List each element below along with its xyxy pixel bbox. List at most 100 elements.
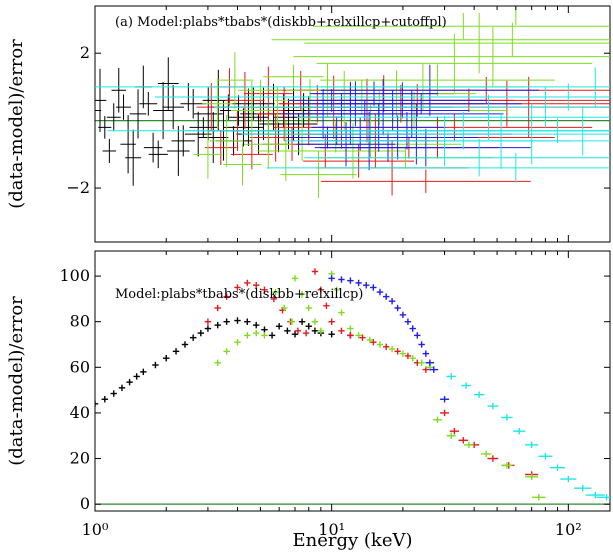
data-point (440, 396, 450, 403)
data-point (244, 332, 251, 339)
data-point (193, 129, 223, 179)
data-point (394, 304, 401, 312)
data-point (101, 396, 108, 403)
data-point (338, 276, 345, 283)
data-point (311, 268, 319, 275)
y-tick-label: 2 (80, 43, 90, 62)
y-axis-label: (data-model)/error (6, 39, 27, 209)
data-point (167, 126, 190, 176)
data-point (180, 89, 206, 119)
x-tick-label: 10¹ (318, 520, 345, 539)
data-point (102, 138, 117, 163)
data-point (316, 33, 593, 93)
data-point (422, 350, 430, 357)
data-point (95, 400, 99, 408)
data-point (317, 327, 325, 335)
data-point (98, 116, 112, 139)
data-point (418, 341, 425, 348)
data-point (107, 106, 610, 156)
data-point (487, 402, 499, 410)
data-point (409, 354, 416, 362)
data-point (474, 391, 485, 398)
series-3 (328, 275, 450, 403)
y-tick-label: 20 (70, 449, 90, 468)
series-4 (446, 373, 610, 501)
data-point (338, 309, 345, 316)
data-point (366, 336, 374, 344)
top-panel: −2 2 (data-model)/error (a) Model:plabs*tba… (6, 5, 611, 243)
data-point (162, 85, 185, 130)
data-point (223, 348, 230, 355)
plot-frame (94, 250, 611, 512)
x-tick-label: 10⁰ (82, 520, 109, 539)
data-point (355, 332, 362, 339)
data-point (317, 286, 325, 293)
data-point (95, 68, 107, 132)
data-point (347, 332, 354, 339)
data-point (291, 331, 299, 338)
data-point (261, 326, 268, 333)
data-point (347, 325, 354, 332)
data-point (394, 348, 401, 355)
data-point (110, 390, 117, 397)
data-point (232, 87, 275, 120)
data-point (95, 86, 102, 135)
data-point (280, 151, 357, 198)
data-point (298, 291, 306, 298)
data-point (268, 332, 276, 339)
x-axis-label: Energy (keV) (292, 530, 412, 551)
data-point (370, 339, 377, 346)
bottom-panel: 0 20 40 60 80 100 10⁰ 10¹ 10² Energy (keV) (data-m… (6, 250, 611, 551)
data-point (204, 130, 237, 165)
data-point (275, 323, 283, 330)
data-point (560, 475, 577, 483)
series-2 (214, 270, 546, 501)
data-point (458, 437, 469, 444)
data-point (294, 327, 302, 335)
data-point (549, 464, 565, 471)
data-point (126, 378, 133, 386)
data-point (596, 494, 610, 501)
data-point (311, 318, 319, 325)
data-point (515, 6, 517, 26)
data-point (253, 282, 260, 289)
data-point (304, 138, 610, 177)
data-point (320, 90, 504, 138)
data-point (190, 334, 197, 341)
data-point (297, 94, 610, 140)
data-point (383, 343, 390, 350)
data-point (224, 108, 263, 147)
data-point (261, 332, 268, 339)
data-point (409, 325, 416, 332)
data-point (225, 71, 265, 129)
data-point (298, 318, 306, 325)
data-point (440, 409, 450, 417)
data-point (328, 275, 335, 282)
data-point (323, 302, 330, 309)
data-point (383, 293, 390, 300)
data-point (223, 318, 230, 325)
data-point (204, 318, 212, 325)
data-point (425, 359, 435, 366)
data-point (446, 373, 456, 380)
data-point (538, 453, 553, 460)
data-point (305, 323, 312, 330)
data-point (388, 297, 396, 305)
data-point (338, 327, 345, 335)
data-point (244, 279, 251, 287)
data-point (320, 128, 531, 167)
data-point (154, 83, 610, 111)
data-point (234, 284, 241, 291)
data-point (223, 293, 230, 300)
data-point (214, 321, 221, 329)
y-axis-label: (data-model)/error (6, 296, 27, 466)
y-tick-label: 100 (59, 266, 90, 285)
data-point (461, 382, 471, 389)
data-point (481, 450, 492, 458)
data-point (280, 304, 288, 312)
data-point (148, 140, 168, 169)
y-tick-label: 40 (70, 403, 90, 422)
y-tick-label: 0 (80, 494, 90, 513)
data-point (244, 119, 293, 169)
data-point (328, 318, 335, 325)
